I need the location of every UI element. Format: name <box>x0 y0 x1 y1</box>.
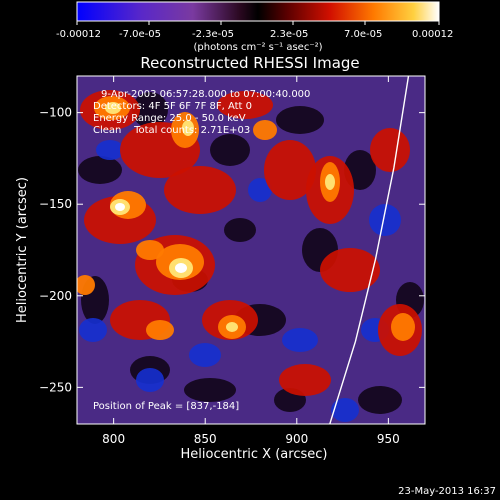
heatmap-blob <box>115 203 125 211</box>
heatmap-blob <box>391 313 415 341</box>
colorbar-tick-label: 0.00012 <box>412 29 453 40</box>
x-axis-label: Heliocentric X (arcsec) <box>181 447 328 462</box>
colorbar-tick-label: -7.0e-05 <box>119 29 161 40</box>
solar-limb-curve <box>329 76 410 424</box>
heatmap-blob <box>164 166 236 214</box>
heatmap-blob <box>325 174 335 190</box>
x-tick-label: 950 <box>377 432 400 446</box>
heatmap-blob <box>276 106 324 134</box>
y-tick-label: −100 <box>39 106 72 120</box>
heatmap-blob <box>248 178 272 202</box>
heatmap-blob <box>369 204 401 236</box>
heatmap-blob <box>184 378 236 402</box>
heatmap-blob <box>264 140 316 200</box>
heatmap-blob <box>136 368 164 392</box>
annotation-clean-counts: Clean Total counts: 2.71E+03 <box>93 125 250 136</box>
x-tick-label: 850 <box>194 432 217 446</box>
heatmap-blob <box>96 140 124 160</box>
heatmap-blob <box>320 248 380 292</box>
y-tick-label: −250 <box>39 380 72 394</box>
y-axis: −100 −150 −200 −250 <box>39 106 425 394</box>
heatmap-blob <box>358 386 402 414</box>
heatmap-blob <box>79 318 107 342</box>
x-tick-label: 900 <box>285 432 308 446</box>
heatmap-blob <box>132 92 168 128</box>
annotation-energy-range: Energy Range: 25.0 - 50.0 keV <box>93 113 246 124</box>
annotation-peak-position: Position of Peak = [837,-184] <box>93 401 239 412</box>
heatmap-blob <box>217 91 273 119</box>
annotation-time-range: 9-Apr-2003 06:57:28.000 to 07:00:40.000 <box>101 89 310 100</box>
colorbar-tick-label: -2.3e-05 <box>192 29 234 40</box>
annotation-detectors: Detectors: 4F 5F 6F 7F 8F, Att 0 <box>93 101 252 112</box>
heatmap-blob <box>175 263 187 273</box>
colorbar-tick-label: 2.3e-05 <box>270 29 308 40</box>
y-axis-label: Heliocentric Y (arcsec) <box>15 177 30 323</box>
heatmap-blob <box>182 120 194 136</box>
colorbar <box>76 1 440 22</box>
x-axis: 800 850 900 950 <box>102 76 400 446</box>
heatmap-blob <box>282 328 318 352</box>
heatmap-blob <box>331 398 359 422</box>
colorbar-unit: (photons cm⁻² s⁻¹ asec⁻²) <box>193 42 322 53</box>
colorbar-tick-label: -0.00012 <box>56 29 101 40</box>
heatmap-blob <box>146 320 174 340</box>
heatmap-blob <box>78 156 122 184</box>
heatmap-blob <box>136 240 164 260</box>
colorbar-ticks <box>76 21 440 25</box>
colorbar-tick-label: 7.0e-05 <box>344 29 382 40</box>
heatmap-blob <box>77 275 95 295</box>
heatmap-blob <box>105 102 121 114</box>
heatmap-blob <box>224 218 256 242</box>
heatmap-blob <box>189 343 221 367</box>
heatmap-blob <box>279 364 331 396</box>
heatmap-blob <box>253 120 277 140</box>
heatmap-blob <box>370 128 410 172</box>
chart-title: Reconstructed RHESSI Image <box>140 54 359 72</box>
y-tick-label: −150 <box>39 197 72 211</box>
footer-date: 23-May-2013 16:37 <box>398 486 496 497</box>
heatmap-blob <box>226 322 238 332</box>
x-tick-label: 800 <box>102 432 125 446</box>
heatmap-blob <box>210 134 250 166</box>
y-tick-label: −200 <box>39 289 72 303</box>
heatmap-image <box>77 90 424 422</box>
plot-frame <box>76 75 426 425</box>
